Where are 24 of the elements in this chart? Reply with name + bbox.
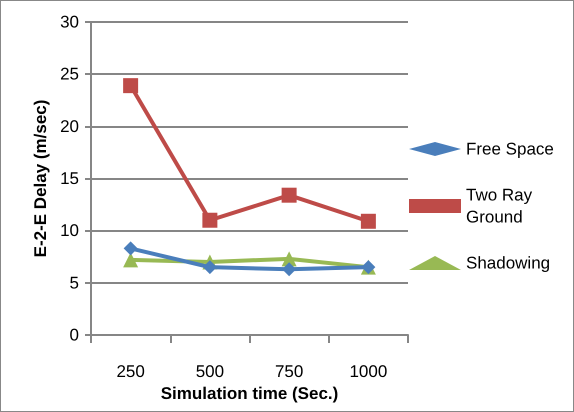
point (202, 260, 217, 274)
y-tick-label: 30 (60, 12, 79, 32)
legend-label: Two Ray Ground (466, 186, 537, 226)
point (282, 188, 297, 203)
point (123, 252, 138, 268)
point (282, 262, 296, 276)
x-tick-label: 500 (196, 362, 224, 381)
point (123, 78, 138, 94)
legend-label: Shadowing (466, 254, 550, 272)
y-tick-label: 5 (70, 273, 79, 292)
point (124, 241, 138, 256)
y-tick-label: 0 (70, 326, 79, 344)
y-tick-label: 15 (60, 169, 79, 188)
x-tick-label: 250 (116, 362, 145, 381)
x-tick-label: 750 (274, 362, 304, 381)
x-tick-label: 1000 (349, 362, 388, 381)
point (202, 212, 218, 228)
point (360, 214, 376, 229)
legend-label: Free Space (466, 140, 554, 158)
x-axis-title: Simulation time (Sec.) (160, 384, 338, 403)
y-tick-label: 20 (60, 116, 79, 136)
y-tick-label: 25 (60, 64, 79, 84)
y-axis-title: E-2-E Delay (m/sec) (31, 100, 50, 258)
y-tick-label: 10 (60, 221, 79, 240)
